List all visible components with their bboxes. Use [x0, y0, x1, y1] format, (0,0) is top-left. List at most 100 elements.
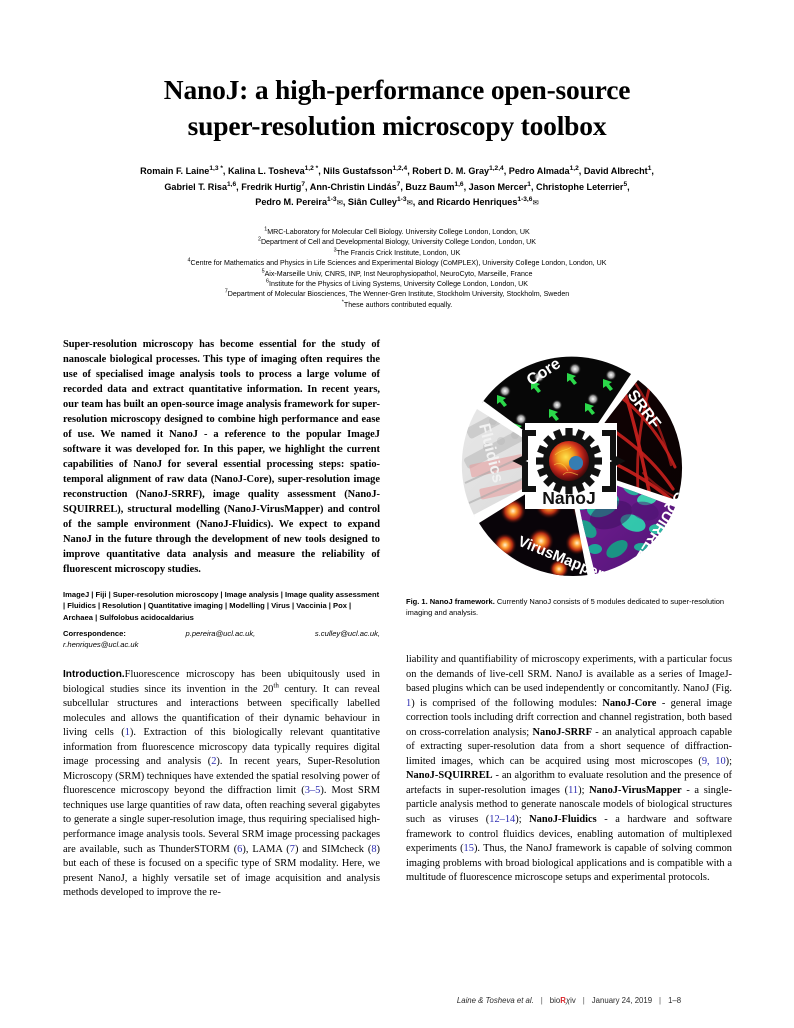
intro-text-7: ) and SIMcheck ( — [294, 843, 372, 855]
author-name: Gabriel T. Risa — [164, 181, 227, 192]
body-text-1: liability and quantifiability of microsc… — [406, 654, 732, 695]
author-affil-sup: 1,2,4 — [392, 164, 408, 172]
author-name: and Ricardo Henriques — [417, 197, 518, 207]
intro-text-4: ). In recent years, Super-Resolution Mic… — [63, 756, 381, 797]
keywords-list: ImageJ | Fiji | Super-resolution microsc… — [63, 590, 380, 622]
author-affil-sup: 5 — [623, 180, 628, 188]
module-name-virusmapper: NanoJ-VirusMapper — [589, 784, 682, 796]
author-name: Christophe Leterrier — [536, 181, 624, 192]
citation-link[interactable]: 3–5 — [304, 785, 321, 797]
citation-link[interactable]: 6 — [237, 843, 243, 855]
author-affil-sup: 1,2 — [569, 164, 579, 172]
correspondence-email-1[interactable]: p.pereira@ucl.ac.uk, — [185, 629, 256, 638]
author-affil-sup: 1,2 * — [304, 164, 319, 172]
envelope-icon: ✉ — [336, 198, 343, 207]
body-text-5: ); — [725, 755, 733, 767]
envelope-icon: ✉ — [532, 198, 539, 207]
intro-text-6: ), LAMA ( — [242, 843, 290, 855]
affiliation-number: 4 — [187, 257, 191, 264]
page-title: NanoJ: a high-performance open-source su… — [62, 72, 732, 144]
citation-link[interactable]: 9, 10 — [701, 755, 726, 767]
affiliation-item: 4Centre for Mathematics and Physics in L… — [62, 258, 732, 268]
nanoj-center-label: NanoJ — [542, 488, 595, 508]
abstract-text: Super-resolution microscopy has become e… — [63, 339, 380, 575]
author-name: Buzz Baum — [405, 181, 455, 192]
body-text-11: ). Thus, the NanoJ framework is capable … — [406, 843, 732, 884]
affiliation-text: MRC-Laboratory for Molecular Cell Biolog… — [267, 228, 530, 236]
affiliation-item: 3The Francis Crick Institute, London, UK — [62, 248, 732, 258]
module-name-srrf: NanoJ-SRRF — [532, 726, 592, 738]
citation-link[interactable]: 7 — [289, 843, 295, 855]
intro-text-1: Fluorescence microscopy has been ubiquit… — [63, 669, 380, 695]
module-name-fluidics: NanoJ-Fluidics — [529, 814, 597, 826]
author-affil-sup: 7 — [396, 180, 401, 188]
biorxiv-bio: bio — [549, 996, 561, 1005]
author-affil-sup: 1-3,6 — [517, 195, 533, 203]
figure-1: NanoJ Core SRRF SQUIRREL VirusMapper Flu… — [406, 333, 732, 601]
affiliation-list: 1MRC-Laboratory for Molecular Cell Biolo… — [62, 227, 732, 310]
footer-separator: | — [582, 996, 585, 1005]
affiliation-text: Department of Molecular Biosciences, The… — [227, 290, 570, 299]
affiliation-number: 1 — [264, 226, 268, 233]
intro-text-3: ). Extraction of this biologically relev… — [63, 727, 380, 768]
footer-separator: | — [659, 996, 662, 1005]
author-affil-sup: 1,6 — [454, 180, 464, 188]
section-heading-introduction: Introduction. — [63, 669, 125, 680]
figure-bold-title: NanoJ framework. — [429, 597, 495, 606]
title-line-1: NanoJ: a high-performance open-source — [163, 74, 631, 105]
affiliation-footnote: *These authors contributed equally. — [62, 300, 732, 310]
body-text-4: - an analytical approach capable of extr… — [406, 726, 732, 767]
body-text-3: - general image correction tools includi… — [406, 697, 732, 738]
author-name: Kalina L. Tosheva — [227, 166, 305, 176]
author-affil-sup: 1 — [527, 180, 531, 188]
intro-text-2: century. It can reveal subcellular struc… — [63, 683, 380, 739]
author-name: David Albrecht — [583, 166, 648, 176]
affiliation-text: Centre for Mathematics and Physics in Li… — [190, 259, 607, 268]
biorxiv-logo: bioRχiv — [550, 996, 576, 1005]
affiliation-text: These authors contributed equally. — [343, 300, 453, 309]
body-text-9: ); — [515, 814, 530, 826]
footer-authors: Laine & Tosheva et al. — [456, 996, 534, 1005]
citation-link[interactable]: 11 — [568, 784, 579, 796]
affiliation-item: 5Aix-Marseille Univ, CNRS, INP, Inst Neu… — [62, 269, 732, 279]
body-text-7: ); — [578, 784, 590, 796]
page-footer: Laine & Tosheva et al. | bioRχiv | January 2… — [406, 996, 732, 1005]
author-affil-sup: 1-3 — [327, 195, 337, 203]
affiliation-number: 6 — [265, 278, 269, 285]
module-name-core: NanoJ-Core — [602, 697, 657, 709]
citation-link[interactable]: 15 — [463, 843, 474, 855]
citation-link[interactable]: 12–14 — [489, 814, 516, 826]
affiliation-text: Institute for the Physics of Living Syst… — [268, 280, 529, 289]
affiliation-text: Aix-Marseille Univ, CNRS, INP, Inst Neur… — [264, 269, 533, 278]
body-text-8: - a single-particle analysis method to g… — [406, 784, 732, 826]
citation-link[interactable]: 2 — [211, 756, 217, 768]
author-list: Romain F. Laine1,3 *, Kalina L. Tosheva1… — [140, 164, 654, 207]
figure-caption: Fig. 1. NanoJ framework. Currently NanoJ… — [406, 597, 732, 618]
author-affil-sup: 1,3 * — [209, 164, 223, 172]
correspondence-label: Correspondence: — [63, 629, 126, 638]
affiliation-item: 6Institute for the Physics of Living Sys… — [62, 279, 732, 289]
module-name-squirrel: NanoJ-SQUIRREL — [406, 770, 493, 782]
affiliation-item: 7Department of Molecular Biosciences, Th… — [62, 289, 732, 299]
biorxiv-r: R — [560, 996, 566, 1005]
body-text-6: - an algorithm to evaluate resolution an… — [406, 770, 732, 796]
affiliation-item: 2Department of Cell and Developmental Bi… — [62, 237, 732, 247]
citation-link[interactable]: 1 — [124, 727, 130, 739]
envelope-icon: ✉ — [406, 198, 413, 207]
figure-reference-link[interactable]: 1 — [406, 697, 412, 709]
author-name: Jason Mercer — [468, 181, 528, 192]
citation-link[interactable]: 8 — [371, 843, 377, 855]
correspondence-email-2[interactable]: s.culley@ucl.ac.uk, — [314, 629, 380, 638]
affiliation-text: Department of Cell and Developmental Bio… — [260, 238, 537, 247]
body-text-2: ) is comprised of the following modules: — [411, 697, 603, 709]
affiliation-item: 1MRC-Laboratory for Molecular Cell Biolo… — [62, 227, 732, 237]
figure-label: Fig. 1. — [406, 597, 428, 606]
affiliation-number: * — [341, 299, 344, 306]
author-name: Pedro Almada — [508, 166, 570, 176]
author-affil-sup: 1 — [647, 164, 652, 172]
author-name: Robert D. M. Gray — [412, 166, 490, 176]
footer-date: January 24, 2019 — [591, 996, 653, 1005]
correspondence-email-3[interactable]: r.henriques@ucl.ac.uk — [63, 640, 139, 650]
affiliation-text: The Francis Crick Institute, London, UK — [336, 248, 461, 257]
